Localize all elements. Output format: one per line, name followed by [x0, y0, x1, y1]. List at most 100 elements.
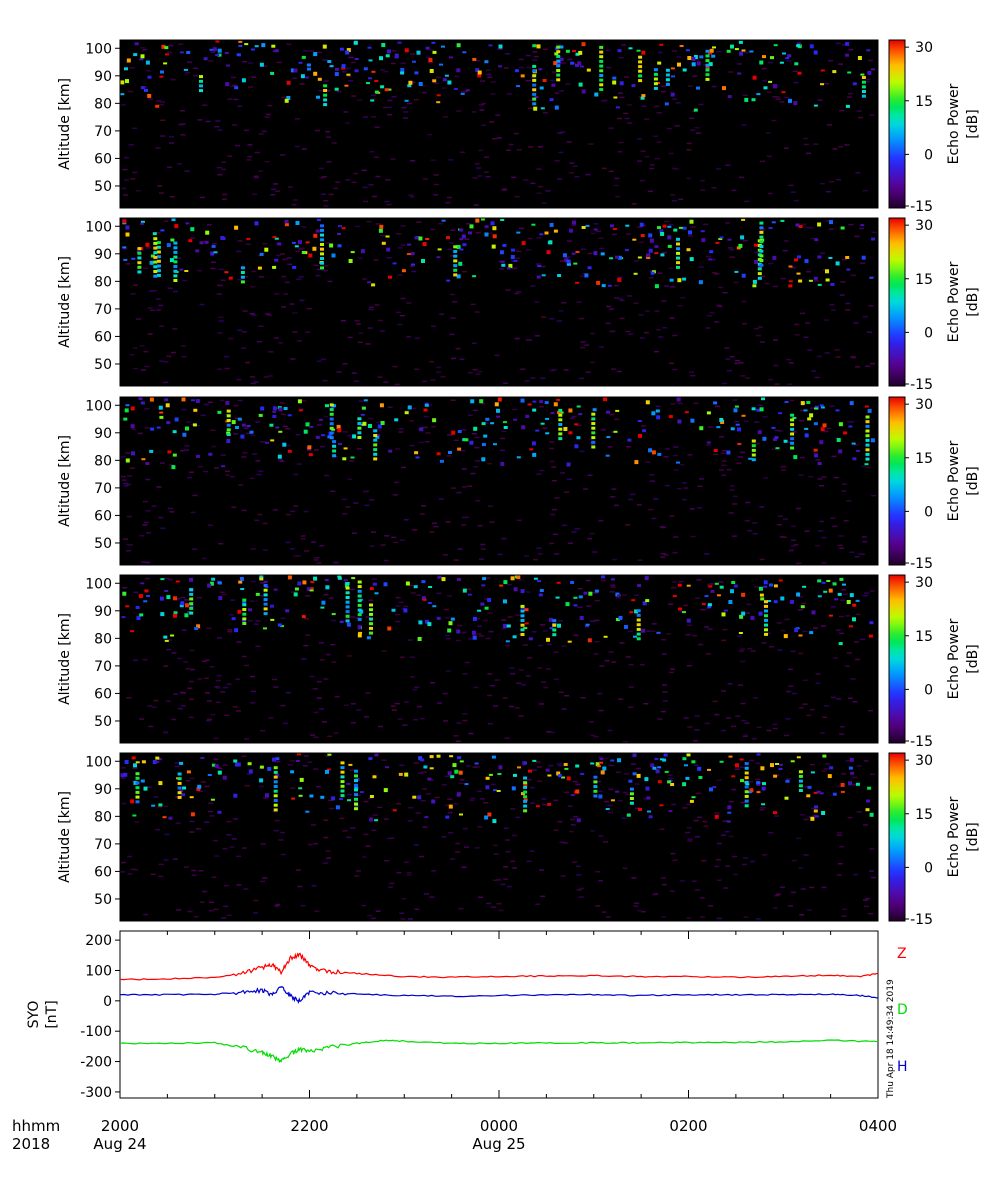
heatmap-cell [621, 44, 627, 46]
heatmap-cell [828, 228, 834, 230]
heatmap-cell [322, 721, 327, 723]
heatmap-cell [410, 160, 416, 162]
heatmap-cell [142, 524, 148, 526]
heatmap-cell [485, 637, 491, 640]
heatmap-cell [328, 193, 334, 196]
heatmap-cell [764, 609, 768, 613]
heatmap-cell [373, 457, 378, 461]
heatmap-cell [211, 876, 217, 878]
heatmap-cell [322, 59, 328, 61]
heatmap-cell [470, 399, 475, 404]
heatmap-cell [272, 406, 277, 411]
heatmap-cell [217, 410, 222, 414]
heatmap-cell [240, 588, 245, 590]
heatmap-cell [846, 500, 852, 502]
heatmap-cell [558, 413, 563, 417]
heatmap-cell [153, 270, 158, 273]
y-axis-label: SYO [26, 1001, 42, 1029]
heatmap-cell [220, 454, 226, 456]
heatmap-cell [235, 678, 241, 680]
heatmap-cell [701, 238, 706, 243]
heatmap-cell [180, 601, 185, 606]
heatmap-cell [608, 127, 614, 129]
heatmap-cell [743, 734, 748, 736]
heatmap-cell [816, 790, 821, 793]
heatmap-cell [783, 634, 788, 639]
heatmap-cell [347, 434, 352, 437]
heatmap-cell [819, 404, 824, 407]
heatmap-cell [320, 252, 324, 256]
heatmap-cell [745, 783, 750, 786]
heatmap-cell [399, 539, 405, 541]
heatmap-cell [454, 75, 460, 78]
heatmap-cell [325, 585, 330, 590]
heatmap-cell [588, 721, 594, 723]
heatmap-cell [430, 682, 436, 684]
heatmap-cell [563, 427, 568, 431]
heatmap-cell [682, 757, 687, 761]
heatmap-cell [760, 238, 765, 242]
heatmap-cell [532, 400, 537, 403]
heatmap-cell [869, 848, 875, 850]
heatmap-cell [657, 452, 662, 456]
heatmap-cell [823, 768, 829, 770]
heatmap-cell [788, 98, 792, 103]
heatmap-cell [122, 587, 128, 589]
heatmap-cell [754, 443, 760, 445]
heatmap-cell [462, 51, 467, 54]
heatmap-cell [522, 761, 527, 766]
heatmap-cell [350, 722, 356, 724]
heatmap-cell [139, 58, 144, 61]
heatmap-cell [763, 585, 768, 588]
heatmap-cell [470, 303, 476, 306]
heatmap-cell [519, 227, 524, 230]
heatmap-cell [403, 701, 409, 703]
heatmap-cell [518, 715, 524, 717]
heatmap-cell [682, 611, 686, 614]
heatmap-cell [153, 274, 158, 278]
heatmap-cell [386, 257, 392, 259]
heatmap-cell [561, 302, 567, 304]
heatmap-cell [177, 707, 183, 710]
heatmap-cell [271, 44, 276, 48]
heatmap-cell [637, 256, 642, 259]
heatmap-cell [263, 607, 268, 611]
heatmap-cell [845, 256, 850, 259]
heatmap-cell [357, 99, 363, 101]
heatmap-cell [554, 52, 559, 56]
heatmap-cell [546, 668, 551, 670]
heatmap-cell [560, 131, 566, 133]
heatmap-cell [790, 446, 795, 450]
heatmap-cell [238, 40, 243, 43]
heatmap-cell [782, 249, 788, 252]
heatmap-cell [404, 48, 409, 53]
heatmap-cell [679, 464, 685, 466]
heatmap-cell [767, 61, 773, 64]
heatmap-cell [600, 429, 606, 431]
y-tick-label: 90 [94, 782, 112, 798]
heatmap-cell [414, 71, 419, 75]
heatmap-cell [817, 478, 823, 480]
heatmap-cell [678, 226, 683, 229]
heatmap-cell [662, 251, 667, 254]
heatmap-cell [599, 88, 604, 91]
heatmap-cell [577, 61, 582, 66]
heatmap-cell [515, 614, 521, 616]
heatmap-cell [726, 820, 731, 823]
heatmap-cell [142, 48, 148, 51]
heatmap-cell [656, 112, 662, 114]
heatmap-cell [503, 382, 509, 384]
heatmap-cell [704, 553, 710, 555]
heatmap-cell [475, 59, 481, 62]
heatmap-cell [510, 808, 516, 810]
heatmap-cell [793, 199, 799, 202]
heatmap-cell [479, 798, 485, 800]
heatmap-cell [354, 786, 359, 790]
heatmap-cell [757, 326, 763, 328]
heatmap-cell [204, 240, 209, 244]
y-tick-label: 0 [103, 994, 112, 1010]
heatmap-cell [821, 811, 826, 815]
heatmap-cell [568, 431, 573, 435]
heatmap-cell [552, 633, 557, 637]
heatmap-cell [802, 585, 807, 588]
